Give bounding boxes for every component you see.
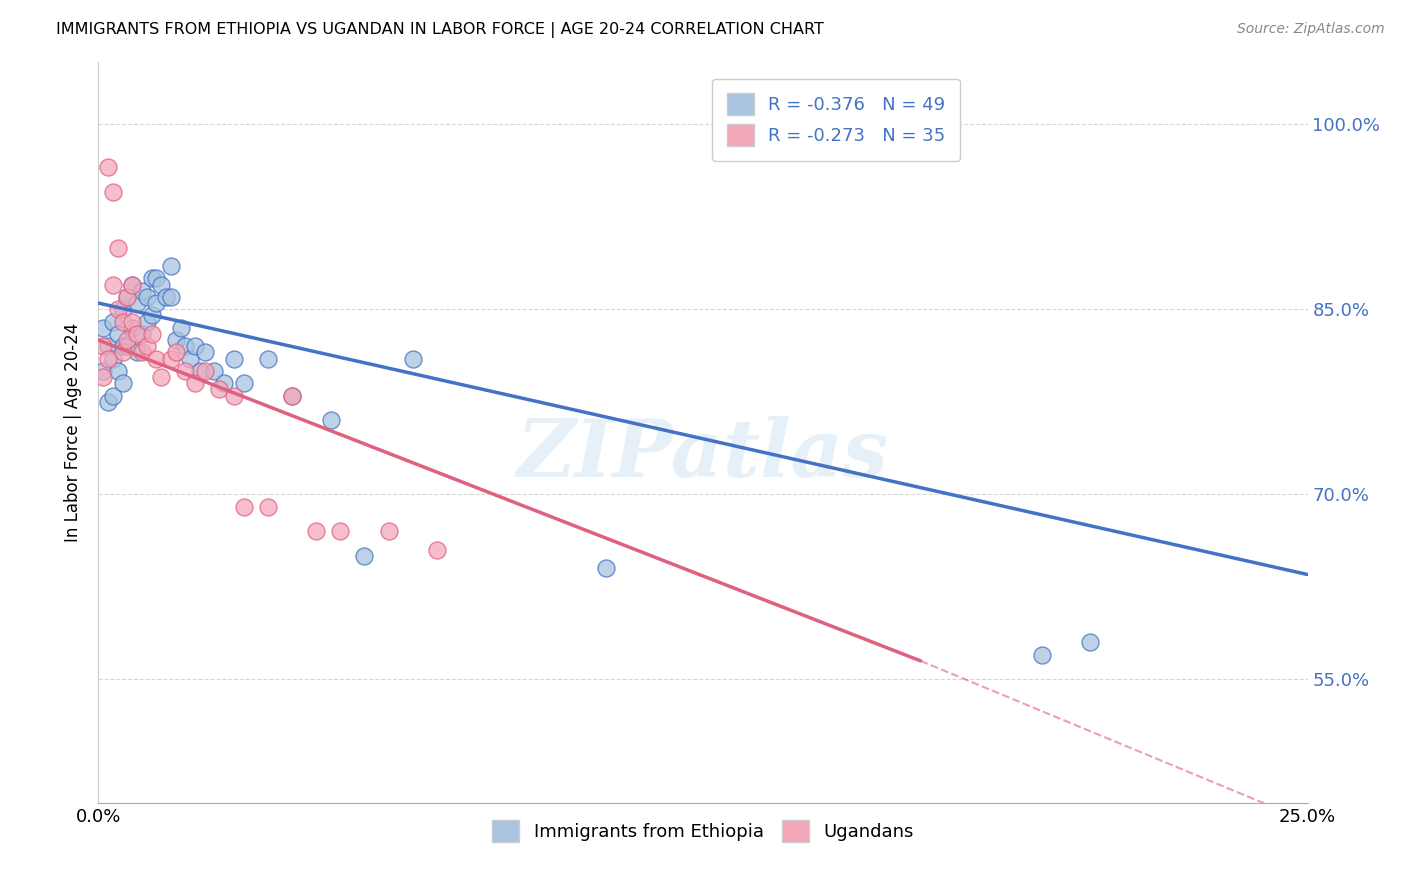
Point <box>150 370 173 384</box>
Point <box>208 383 231 397</box>
Point <box>402 351 425 366</box>
Point <box>101 389 124 403</box>
Point <box>107 326 129 341</box>
Point <box>150 277 173 292</box>
Point <box>111 376 134 391</box>
Point <box>256 351 278 366</box>
Point <box>160 351 183 366</box>
Point <box>91 370 114 384</box>
Point <box>101 315 124 329</box>
Point <box>145 296 167 310</box>
Point <box>91 320 114 334</box>
Point <box>117 339 139 353</box>
Point <box>135 290 157 304</box>
Point <box>135 315 157 329</box>
Point <box>184 376 207 391</box>
Point <box>232 500 254 514</box>
Point <box>179 351 201 366</box>
Point <box>145 271 167 285</box>
Point <box>111 302 134 317</box>
Point <box>141 271 163 285</box>
Point <box>194 345 217 359</box>
Point <box>145 351 167 366</box>
Point <box>1031 648 1053 662</box>
Point <box>111 315 134 329</box>
Point <box>174 339 197 353</box>
Point <box>131 284 153 298</box>
Point <box>204 364 226 378</box>
Point <box>222 351 245 366</box>
Point <box>127 345 149 359</box>
Point <box>111 339 134 353</box>
Point <box>184 339 207 353</box>
Point <box>165 345 187 359</box>
Point <box>329 524 352 539</box>
Point <box>97 394 120 409</box>
Point <box>160 290 183 304</box>
Point <box>319 413 342 427</box>
Point <box>135 339 157 353</box>
Legend: Immigrants from Ethiopia, Ugandans: Immigrants from Ethiopia, Ugandans <box>485 813 921 849</box>
Point <box>281 389 304 403</box>
Point <box>117 290 139 304</box>
Point <box>377 524 399 539</box>
Point <box>232 376 254 391</box>
Point <box>101 277 124 292</box>
Point <box>91 339 114 353</box>
Point <box>121 315 143 329</box>
Point <box>160 259 183 273</box>
Point <box>281 389 304 403</box>
Point <box>101 351 124 366</box>
Point <box>426 542 449 557</box>
Point <box>305 524 328 539</box>
Point <box>165 333 187 347</box>
Point <box>1078 635 1101 649</box>
Point <box>174 364 197 378</box>
Point <box>353 549 375 563</box>
Point <box>121 277 143 292</box>
Point <box>169 320 191 334</box>
Point <box>107 364 129 378</box>
Point <box>141 309 163 323</box>
Point <box>141 326 163 341</box>
Point <box>97 161 120 175</box>
Text: IMMIGRANTS FROM ETHIOPIA VS UGANDAN IN LABOR FORCE | AGE 20-24 CORRELATION CHART: IMMIGRANTS FROM ETHIOPIA VS UGANDAN IN L… <box>56 22 824 38</box>
Point <box>595 561 617 575</box>
Point <box>127 326 149 341</box>
Point <box>188 364 211 378</box>
Point <box>121 320 143 334</box>
Point <box>111 345 134 359</box>
Point <box>101 185 124 199</box>
Point <box>91 364 114 378</box>
Point <box>212 376 235 391</box>
Point <box>107 302 129 317</box>
Point <box>117 290 139 304</box>
Point <box>127 296 149 310</box>
Y-axis label: In Labor Force | Age 20-24: In Labor Force | Age 20-24 <box>65 323 83 542</box>
Point <box>97 351 120 366</box>
Point <box>131 345 153 359</box>
Text: Source: ZipAtlas.com: Source: ZipAtlas.com <box>1237 22 1385 37</box>
Point <box>121 277 143 292</box>
Point <box>107 240 129 255</box>
Point <box>256 500 278 514</box>
Text: ZIPatlas: ZIPatlas <box>517 416 889 493</box>
Point <box>194 364 217 378</box>
Point <box>117 333 139 347</box>
Point <box>131 326 153 341</box>
Point <box>222 389 245 403</box>
Point <box>97 339 120 353</box>
Point <box>155 290 177 304</box>
